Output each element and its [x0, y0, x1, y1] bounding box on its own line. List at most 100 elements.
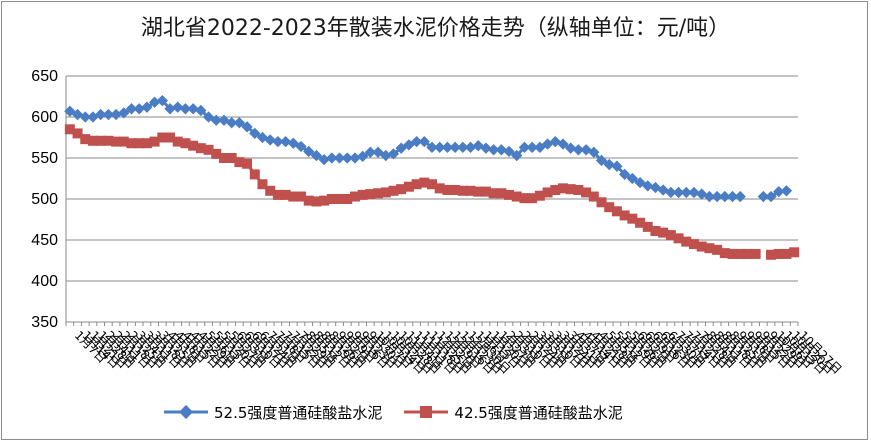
series-2-point — [712, 244, 723, 255]
series-2-point — [766, 249, 777, 260]
series-2-point — [141, 138, 152, 149]
series-2-point — [727, 248, 738, 259]
series-2-point — [573, 184, 584, 195]
series-2-point — [681, 236, 692, 247]
series-2-point — [642, 221, 653, 232]
series-2-point — [218, 153, 229, 163]
series-2-point — [64, 124, 75, 135]
series-1-point — [711, 190, 723, 203]
series-2-point — [619, 210, 630, 221]
series-2-point — [704, 243, 715, 254]
y-tick-label: 600 — [31, 109, 58, 126]
series-1-point — [503, 145, 515, 158]
series-2-point — [665, 230, 676, 241]
series-2-point — [735, 248, 746, 259]
series-2-point — [357, 189, 368, 200]
series-2-point — [719, 248, 730, 259]
series-1-point — [341, 152, 353, 164]
series-1-point — [303, 145, 315, 158]
series-2-point — [87, 135, 98, 146]
series-2-point — [80, 134, 91, 145]
series-2-point — [349, 191, 360, 202]
series-1-point — [618, 168, 631, 181]
series-2-point — [419, 177, 430, 188]
legend-item-series-1: 52.5强度普通硅酸盐水泥 — [162, 402, 382, 423]
series-1-point — [588, 146, 600, 158]
series-1-point — [272, 135, 284, 148]
series-1-point — [572, 144, 585, 156]
series-2-point — [72, 128, 83, 139]
series-2-point — [673, 233, 684, 244]
series-1-point — [249, 127, 261, 140]
chart-title: 湖北省2022-2023年散装水泥价格走势（纵轴单位：元/吨） — [140, 16, 731, 41]
series-2-point — [411, 179, 422, 190]
series-2-point — [480, 186, 491, 197]
series-2-point — [696, 241, 707, 252]
series-1-point — [557, 138, 569, 150]
series-2-point — [257, 179, 268, 190]
series-2-point — [118, 136, 129, 147]
y-tick-label: 350 — [31, 314, 58, 331]
series-2-point — [511, 191, 522, 202]
series-2-point — [519, 193, 530, 204]
series-2-point — [188, 140, 199, 151]
series-2-point — [296, 191, 307, 202]
series-1-point — [719, 190, 731, 203]
series-2-point — [180, 138, 191, 149]
series-2-point — [280, 189, 291, 200]
series-1-point — [356, 150, 369, 163]
series-1-point — [726, 190, 739, 203]
series-1-point — [688, 186, 700, 199]
series-2-point — [750, 248, 761, 259]
y-tick-label: 450 — [31, 232, 58, 249]
series-2-point — [265, 185, 276, 196]
legend-item-series-2: 42.5强度普通硅酸盐水泥 — [402, 402, 623, 423]
legend-label-series-1: 52.5强度普通硅酸盐水泥 — [214, 403, 383, 422]
series-2-point — [789, 247, 800, 258]
series-2-point — [565, 184, 576, 195]
series-2-point — [504, 189, 515, 200]
series-2-point — [234, 157, 245, 168]
legend: 52.5强度普通硅酸盐水泥 42.5强度普通硅酸盐水泥 — [162, 401, 623, 423]
series-1-point — [603, 158, 615, 171]
series-1-point — [680, 186, 692, 199]
series-2-point — [272, 189, 283, 200]
series-2-point — [588, 191, 599, 202]
series-1-point — [349, 152, 361, 164]
series-2-point — [557, 183, 568, 194]
series-1-point — [773, 185, 785, 198]
series-1-point — [310, 149, 323, 162]
y-tick-label: 550 — [31, 150, 58, 167]
series-1-point — [734, 190, 746, 203]
y-tick-label: 650 — [31, 68, 58, 85]
series-2-point — [581, 187, 592, 198]
series-1-point — [703, 190, 716, 203]
series-1-point — [642, 180, 654, 192]
legend-label-series-2: 42.5强度普通硅酸盐水泥 — [454, 403, 623, 422]
series-2-point — [203, 144, 214, 155]
series-2-point — [95, 135, 106, 146]
series-2-point — [311, 196, 322, 207]
series-1-point — [441, 141, 454, 153]
series-2-point — [611, 206, 622, 217]
series-2-point — [534, 190, 545, 201]
series-2-point — [157, 132, 168, 143]
series-1-point — [426, 141, 438, 153]
series-1-point — [626, 172, 638, 185]
series-2-point — [627, 213, 638, 224]
series-2-point — [111, 136, 122, 147]
series-2-point — [103, 135, 114, 146]
series-2-point — [134, 138, 145, 149]
series-2-point — [195, 143, 206, 154]
series-2-point — [442, 184, 453, 195]
series-2-point — [242, 158, 253, 169]
series-2-point — [550, 184, 561, 195]
series-1-point — [480, 142, 492, 154]
series-2-point — [434, 183, 445, 194]
series-2-point — [211, 148, 222, 159]
series-1-point — [565, 142, 577, 154]
series-1-point — [326, 152, 338, 164]
series-2-point — [165, 132, 176, 143]
